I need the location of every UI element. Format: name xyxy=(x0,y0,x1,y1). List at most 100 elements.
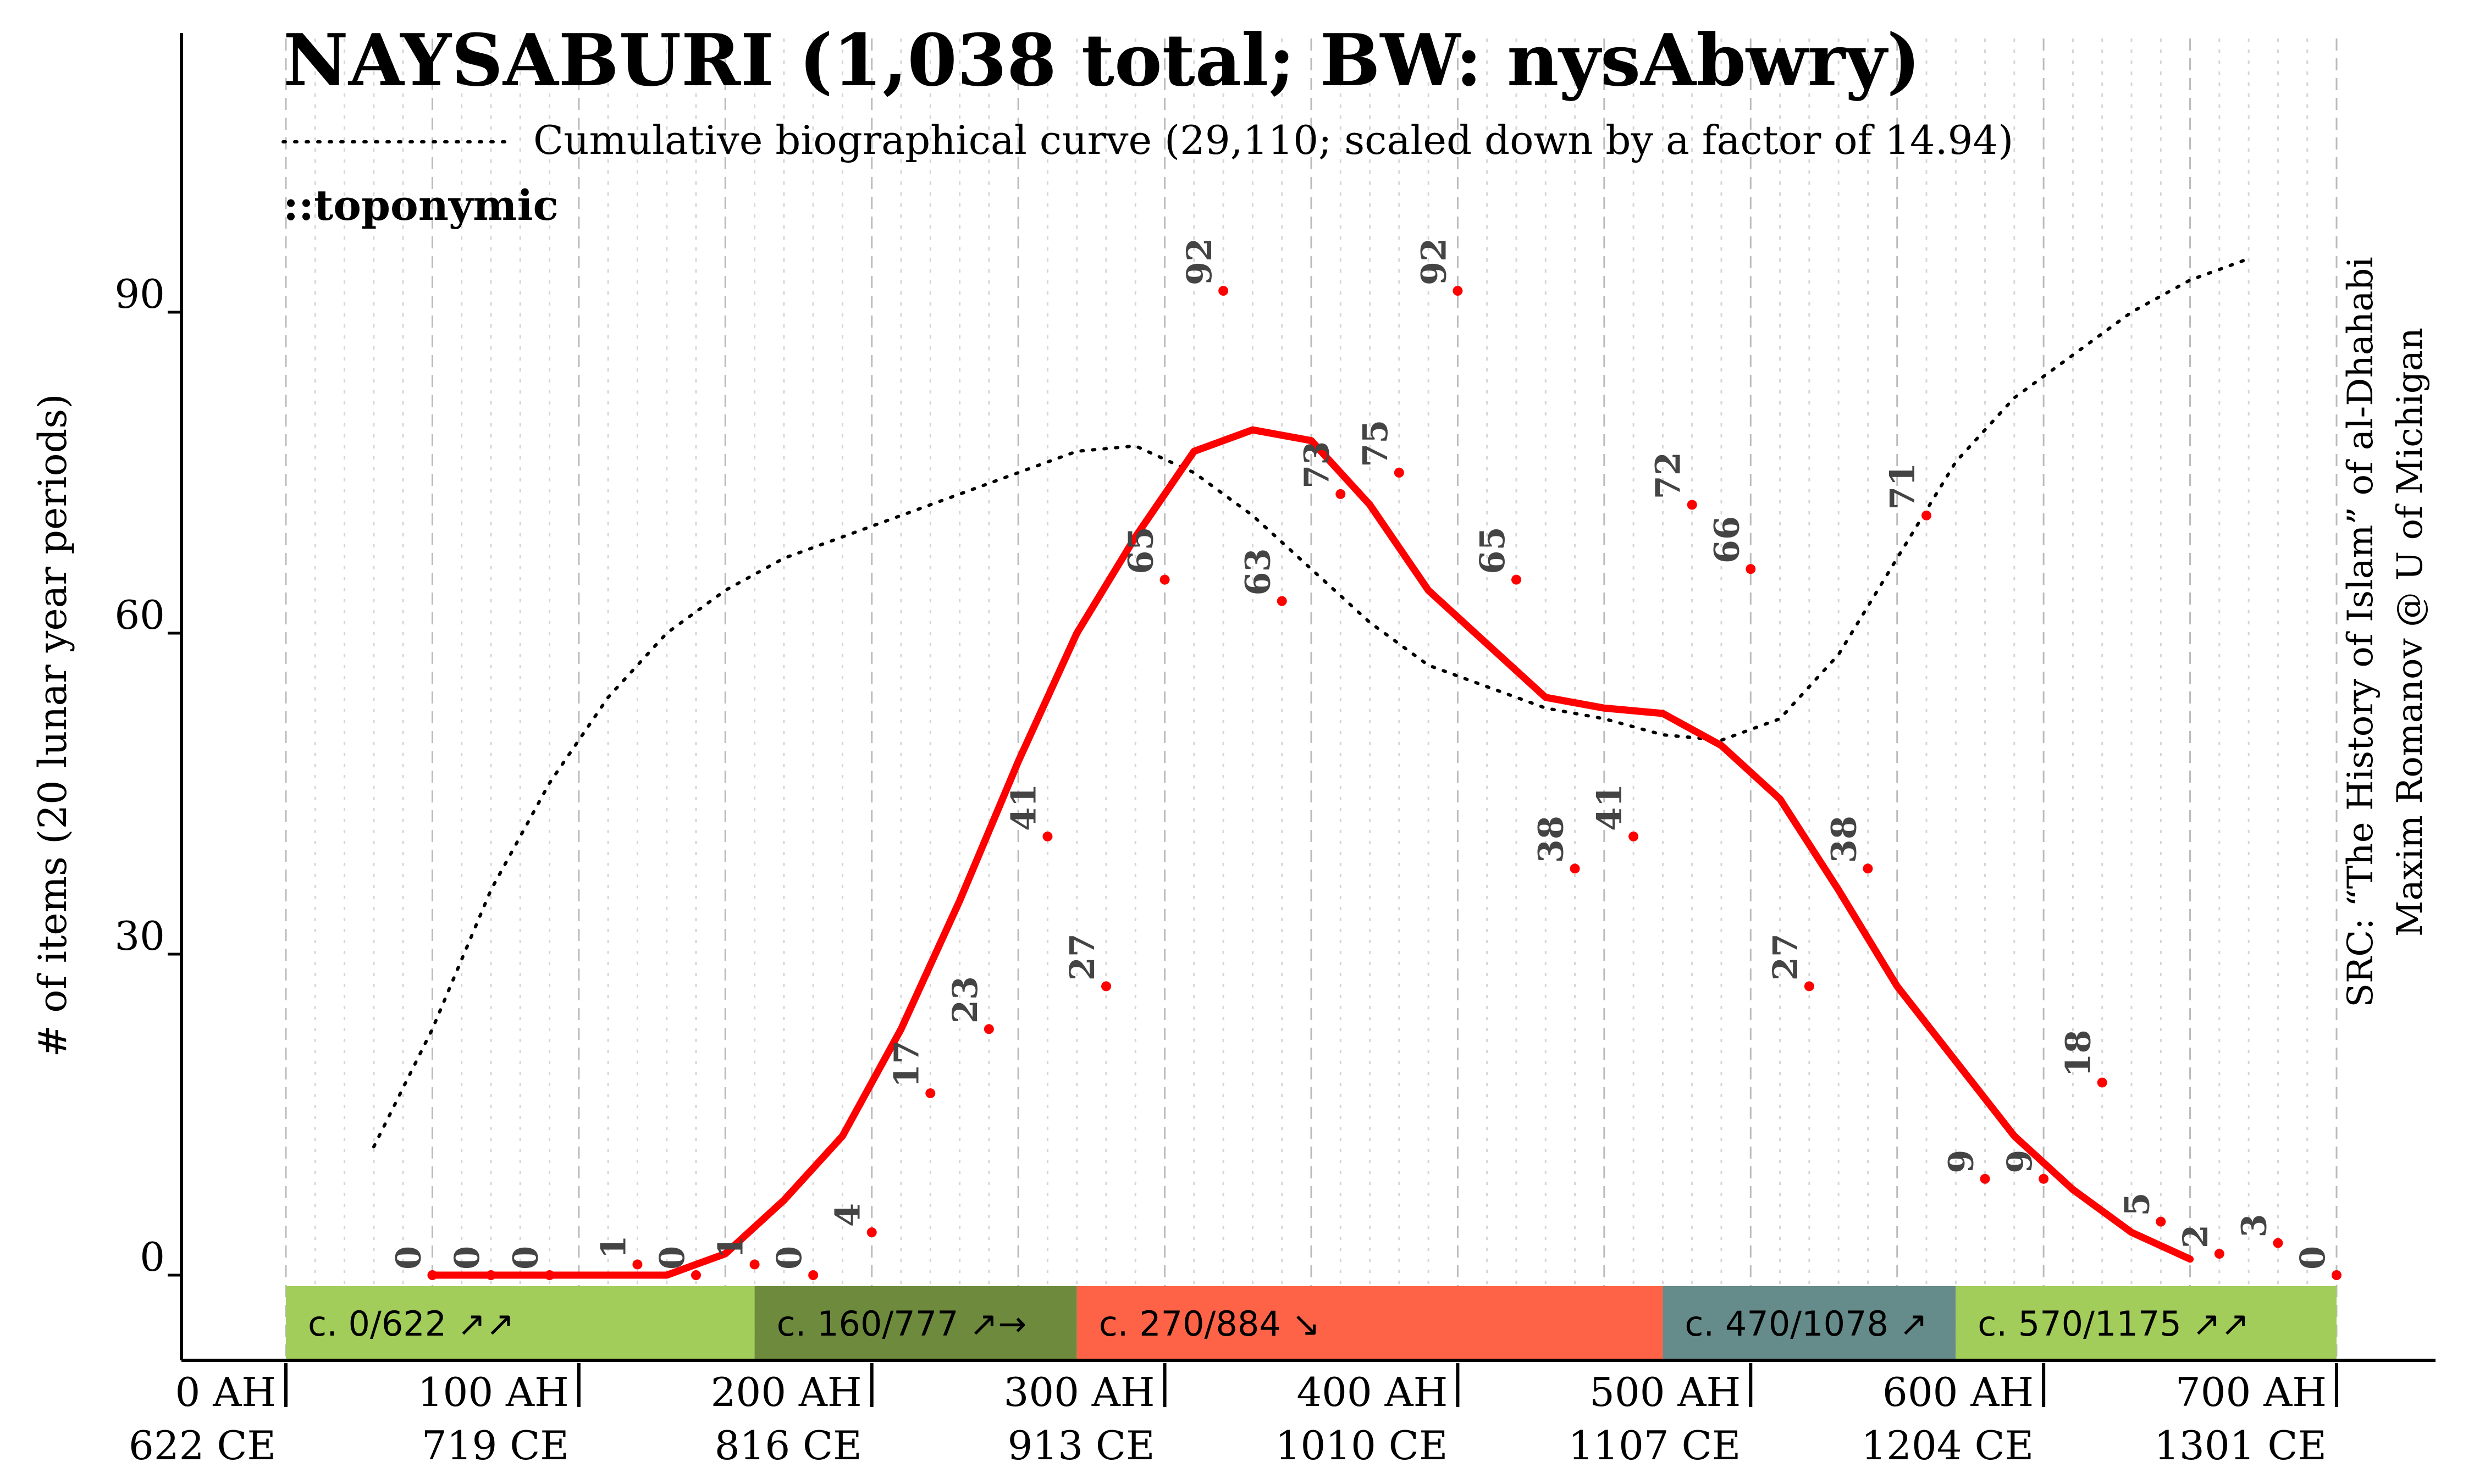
y-tick-label: 0 xyxy=(140,1234,165,1280)
data-label: 41 xyxy=(1003,784,1043,831)
data-label: 72 xyxy=(1648,452,1688,499)
period-band xyxy=(1076,1286,1663,1359)
period-band xyxy=(754,1286,1077,1359)
x-tick-label-ah: 200 AH xyxy=(711,1369,862,1415)
data-label: 0 xyxy=(447,1246,487,1270)
data-point xyxy=(486,1270,496,1280)
data-point xyxy=(632,1259,643,1270)
cumulative-curve xyxy=(372,257,2251,1149)
data-point xyxy=(1570,863,1580,874)
data-label: 75 xyxy=(1355,420,1395,467)
data-label: 92 xyxy=(1413,238,1454,285)
data-point xyxy=(2156,1216,2166,1227)
data-point xyxy=(2273,1238,2283,1248)
x-tick-label-ah: 600 AH xyxy=(1882,1369,2034,1415)
data-point xyxy=(1394,468,1404,478)
data-label: 65 xyxy=(1472,527,1512,574)
data-point xyxy=(1746,564,1756,574)
data-point xyxy=(749,1259,760,1270)
period-label: c. 570/1175 ↗↗ xyxy=(1978,1304,2249,1344)
period-band xyxy=(1956,1286,2337,1359)
period-label: c. 470/1078 ↗ xyxy=(1685,1304,1928,1344)
data-label: 0 xyxy=(388,1246,428,1270)
legend-text: Cumulative biographical curve (29,110; s… xyxy=(533,117,2013,163)
data-point xyxy=(808,1270,819,1280)
y-ticks: 0 30 60 90 xyxy=(114,271,181,1280)
x-tick-label-ce: 719 CE xyxy=(422,1422,569,1469)
period-bands: c. 0/622 ↗↗ c. 160/777 ↗→ c. 270/884 ↘ c. 4… xyxy=(286,1286,2337,1359)
data-label: 9 xyxy=(2000,1150,2040,1173)
data-label: 27 xyxy=(1765,933,1805,981)
data-point xyxy=(1511,574,1521,585)
data-point xyxy=(427,1270,438,1280)
y-tick-label: 90 xyxy=(114,271,165,317)
period-band xyxy=(1663,1286,1956,1359)
period-label: c. 0/622 ↗↗ xyxy=(308,1304,515,1344)
data-label: 71 xyxy=(1882,463,1923,510)
data-label: 23 xyxy=(945,976,985,1023)
data-label: 0 xyxy=(506,1246,546,1270)
data-point xyxy=(2332,1270,2342,1280)
data-label: 65 xyxy=(1121,527,1161,574)
x-tick-label-ah: 400 AH xyxy=(1296,1369,1448,1415)
data-label: 3 xyxy=(2234,1214,2274,1237)
data-label: 66 xyxy=(1707,516,1747,563)
chart-title: NAYSABURI (1,038 total; BW: nysAbwry) xyxy=(283,18,1920,102)
data-label: 38 xyxy=(1531,816,1571,863)
data-label: 4 xyxy=(828,1203,868,1227)
data-point xyxy=(1453,286,1463,296)
data-point xyxy=(1159,574,1170,585)
data-point xyxy=(925,1088,936,1099)
data-point xyxy=(2097,1077,2107,1088)
trend-line xyxy=(428,426,2194,1279)
x-tick-label-ce: 1107 CE xyxy=(1569,1422,1741,1469)
axes xyxy=(180,33,2436,1362)
data-point xyxy=(1218,286,1229,296)
data-point xyxy=(1628,831,1639,841)
data-point xyxy=(866,1227,877,1238)
x-tick-label-ce: 1204 CE xyxy=(1861,1422,2034,1469)
data-label: 2 xyxy=(2175,1225,2216,1248)
data-label: 0 xyxy=(769,1246,809,1270)
data-label: 38 xyxy=(1824,816,1864,863)
data-label: 27 xyxy=(1062,933,1102,981)
data-label: 73 xyxy=(1296,441,1337,489)
grid-lines xyxy=(285,38,2338,1360)
data-point xyxy=(1335,489,1346,499)
data-label: 18 xyxy=(2058,1029,2099,1077)
data-label: 17 xyxy=(886,1040,926,1088)
data-point xyxy=(1687,500,1697,510)
x-tick-label-ce: 816 CE xyxy=(715,1422,862,1469)
data-points xyxy=(427,286,2342,1280)
data-point xyxy=(1804,981,1814,992)
data-label: 1 xyxy=(593,1235,633,1259)
data-label: 63 xyxy=(1238,548,1278,595)
data-label: 5 xyxy=(2117,1193,2157,1216)
data-point xyxy=(1980,1173,1990,1184)
y-tick-label: 60 xyxy=(114,592,165,638)
x-tick-label-ah: 100 AH xyxy=(418,1369,569,1415)
data-point xyxy=(1277,596,1287,606)
period-label: c. 270/884 ↘ xyxy=(1099,1304,1321,1344)
data-point xyxy=(984,1024,994,1034)
y-tick-label: 30 xyxy=(114,913,165,959)
source-line-1: SRC: “The History of Islam” of al-Dhahab… xyxy=(2340,257,2381,1007)
data-point xyxy=(1863,863,1873,874)
data-label: 0 xyxy=(2293,1246,2333,1270)
x-tick-label-ah: 700 AH xyxy=(2175,1369,2327,1415)
data-point xyxy=(1042,831,1053,841)
data-point xyxy=(544,1270,555,1280)
x-tick-label-ce: 1301 CE xyxy=(2154,1422,2327,1469)
x-tick-label-ah: 300 AH xyxy=(1003,1369,1155,1415)
data-label: 9 xyxy=(1941,1150,1981,1173)
data-label: 92 xyxy=(1179,238,1219,285)
data-point xyxy=(1101,981,1111,992)
x-ticks: 0 AH 622 CE 100 AH 719 CE 200 AH 816 CE 300 AH… xyxy=(129,1363,2338,1469)
data-point xyxy=(691,1270,701,1280)
x-tick-label-ce: 913 CE xyxy=(1008,1422,1155,1469)
period-band xyxy=(286,1286,755,1359)
y-axis-label: # of items (20 lunar year periods) xyxy=(30,394,75,1057)
x-tick-label-ce: 622 CE xyxy=(129,1422,276,1469)
